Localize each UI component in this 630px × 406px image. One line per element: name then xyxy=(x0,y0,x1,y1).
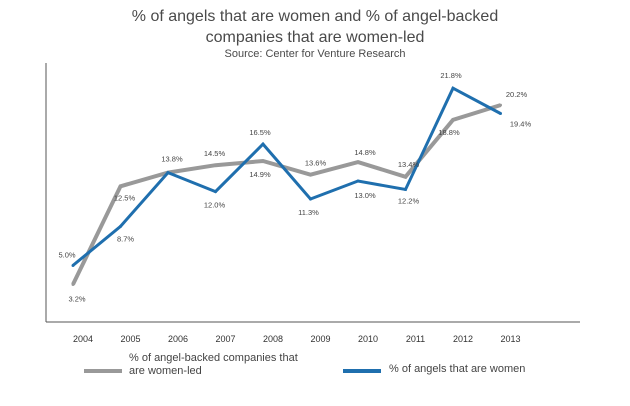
point-angels-2008 xyxy=(261,142,265,146)
point-companies-2012 xyxy=(451,118,455,122)
point-companies-2013 xyxy=(499,103,502,107)
point-angels-2005 xyxy=(119,224,122,228)
point-companies-2005 xyxy=(119,184,122,188)
x-tick-label-2008: 2008 xyxy=(263,334,283,344)
data-label-companies-2006: 13.8% xyxy=(161,155,183,164)
legend-item-companies: % of angel-backed companies that are wom… xyxy=(129,352,298,378)
data-label-angels-2005: 8.7% xyxy=(117,234,134,243)
data-label-angels-2009: 11.3% xyxy=(298,208,319,217)
data-label-companies-2013: 20.2% xyxy=(506,90,528,99)
data-label-companies-2011: 13.4% xyxy=(398,160,420,169)
series-line-companies xyxy=(71,103,502,286)
point-companies-2008 xyxy=(261,159,265,163)
x-tick-label-2012: 2012 xyxy=(453,334,473,344)
point-angels-2012 xyxy=(451,86,455,90)
data-label-angels-2007: 12.0% xyxy=(204,201,226,210)
data-label-angels-2004: 5.0% xyxy=(58,250,75,259)
point-angels-2011 xyxy=(404,187,407,191)
data-label-companies-2008: 14.9% xyxy=(249,170,271,179)
legend-label-angels: % of angels that are women xyxy=(389,363,526,375)
point-angels-2009 xyxy=(309,197,312,201)
x-tick-label-2004: 2004 xyxy=(73,334,93,344)
point-angels-2013 xyxy=(499,112,502,116)
point-companies-2004 xyxy=(71,282,75,286)
data-label-companies-2005: 12.5% xyxy=(114,193,136,202)
point-angels-2010 xyxy=(356,179,360,183)
point-angels-2007 xyxy=(214,190,217,194)
data-label-companies-2012: 18.8% xyxy=(438,128,460,137)
x-tick-label-2011: 2011 xyxy=(406,334,425,344)
data-label-companies-2004: 3.2% xyxy=(68,294,85,303)
chart-title-line-2: companies that are women-led xyxy=(205,29,425,46)
data-labels: 3.2% 12.5% 13.8% 14.5% 14.9% 13.6% 14.8% 13.4% 1… xyxy=(58,71,531,303)
legend-label-companies-line-2: are women-led xyxy=(129,365,202,377)
point-angels-2004 xyxy=(71,263,75,267)
data-label-companies-2009: 13.6% xyxy=(305,159,327,168)
point-angels-2006 xyxy=(166,171,170,175)
chart-subtitle: Source: Center for Venture Research xyxy=(224,48,406,60)
x-tick-label-2005: 2005 xyxy=(120,334,140,344)
x-tick-label-2007: 2007 xyxy=(215,334,235,344)
data-label-angels-2011: 12.2% xyxy=(398,196,420,205)
data-label-angels-2010: 13.0% xyxy=(354,191,376,200)
data-label-angels-2012: 21.8% xyxy=(440,71,462,80)
point-companies-2010 xyxy=(356,160,360,164)
legend-swatch-companies xyxy=(84,369,122,373)
legend-label-companies-line-1: % of angel-backed companies that xyxy=(129,352,298,364)
series-layer xyxy=(71,86,502,286)
chart-title: % of angels that are women and % of ange… xyxy=(0,6,630,48)
series-line-angels xyxy=(72,86,502,267)
x-tick-label-2006: 2006 xyxy=(168,334,188,344)
x-tick-label-2013: 2013 xyxy=(500,334,520,344)
point-companies-2009 xyxy=(309,173,312,177)
legend-item-angels: % of angels that are women xyxy=(389,363,525,376)
chart-title-line-1: % of angels that are women and % of ange… xyxy=(131,8,499,25)
x-tick-labels: 2004 2005 2006 2007 2008 2009 2010 2011 2012 2013 xyxy=(73,334,521,344)
legend-swatch-angels xyxy=(343,369,381,373)
data-label-companies-2010: 14.8% xyxy=(354,148,376,157)
point-companies-2007 xyxy=(214,163,217,167)
data-label-companies-2007: 14.5% xyxy=(204,149,226,158)
x-tick-label-2009: 2009 xyxy=(310,334,330,344)
x-tick-label-2010: 2010 xyxy=(358,334,378,344)
data-label-angels-2013: 19.4% xyxy=(510,120,532,129)
data-label-angels-2008: 16.5% xyxy=(249,128,271,137)
point-companies-2011 xyxy=(404,175,407,179)
